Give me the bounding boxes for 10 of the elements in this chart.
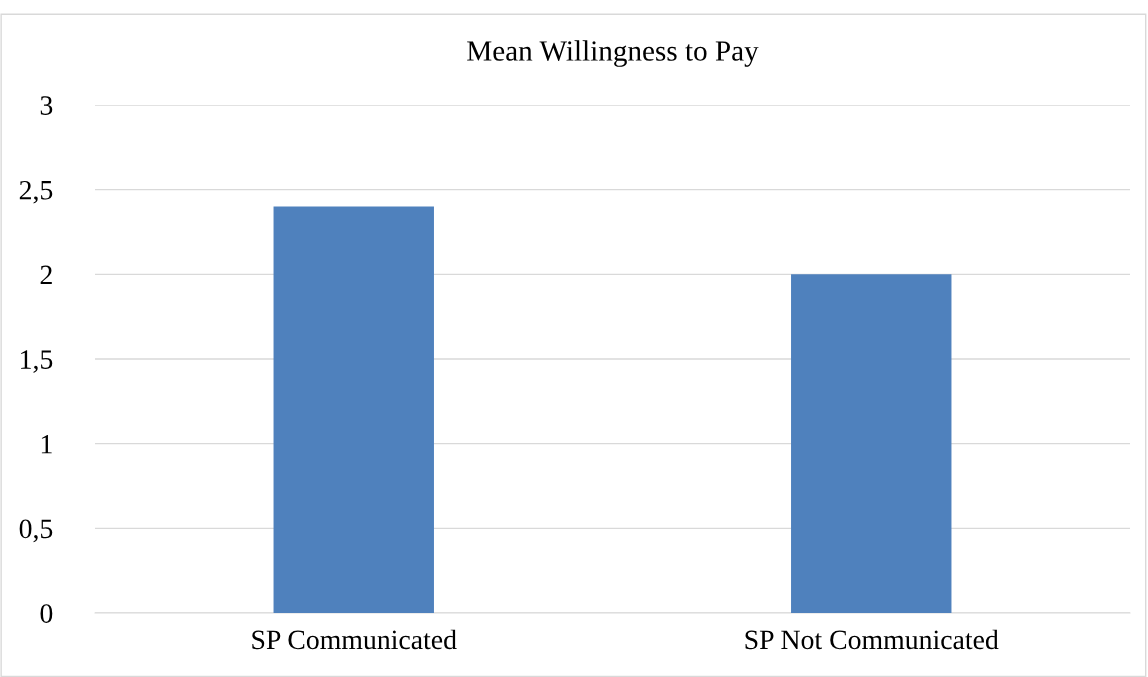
chart-title: Mean Willingness to Pay — [467, 40, 759, 67]
x-tick-label: SP Not Communicated — [745, 629, 999, 650]
y-tick-label: 1,5 — [21, 350, 53, 373]
y-tick-label: 0 — [40, 604, 53, 623]
y-tick-label: 2,5 — [19, 180, 53, 204]
x-tick-label: SP Communicated — [252, 629, 457, 650]
y-tick-label: 1 — [41, 434, 52, 454]
y-tick-label: 3 — [40, 96, 53, 115]
y-tick-label: 0,5 — [19, 519, 53, 543]
y-tick-label: 2 — [40, 265, 52, 284]
